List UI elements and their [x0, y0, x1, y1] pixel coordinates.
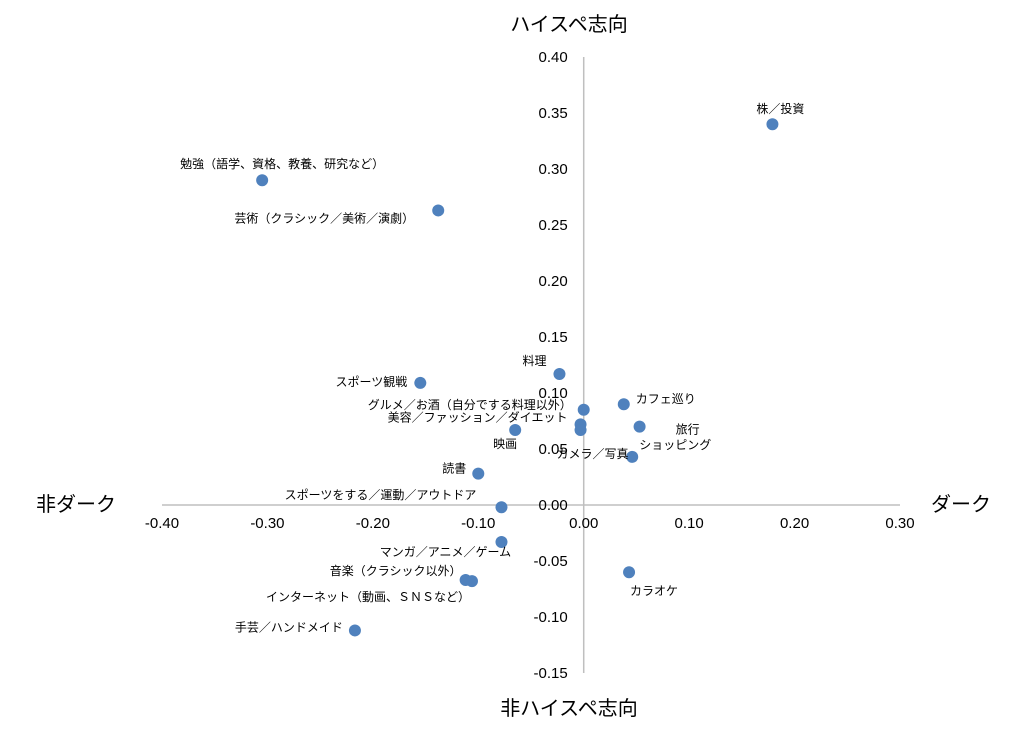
- data-point: [509, 423, 522, 436]
- data-point: [617, 398, 630, 411]
- y-tick-label: 0.30: [539, 161, 568, 178]
- x-tick-label: 0.10: [675, 515, 704, 532]
- data-label: カフェ巡り: [636, 392, 696, 406]
- x-tick-label: -0.40: [145, 515, 179, 532]
- data-label: スポーツをする／運動／アウトドア: [285, 488, 477, 502]
- data-point: [553, 367, 566, 380]
- y-tick-label: 0.25: [539, 217, 568, 234]
- data-point: [256, 174, 269, 187]
- data-point: [623, 566, 636, 579]
- data-points: [256, 118, 779, 637]
- y-tick-label: 0.15: [539, 329, 568, 346]
- data-label: インターネット（動画、ＳＮＳなど）: [266, 590, 470, 604]
- data-point: [577, 403, 590, 416]
- axis-title-left: 非ダーク: [36, 492, 116, 516]
- x-tick-label: -0.30: [250, 515, 284, 532]
- y-tick-label: -0.15: [534, 665, 568, 682]
- data-label: マンガ／アニメ／ゲーム: [380, 545, 511, 559]
- x-tick-label: 0.00: [569, 515, 598, 532]
- data-label: カメラ／写真: [557, 447, 629, 461]
- y-tick-label: -0.05: [534, 553, 568, 570]
- data-point: [766, 118, 779, 131]
- data-point: [626, 450, 639, 463]
- data-point: [495, 535, 508, 548]
- y-tick-labels: 0.40 0.35 0.30 0.25 0.20 0.15 0.10 0.05 0.00 -0.0…: [534, 49, 568, 682]
- y-tick-label: 0.20: [539, 273, 568, 290]
- data-point: [432, 204, 445, 217]
- data-label: 美容／ファッション／ダイエット: [388, 409, 568, 424]
- y-tick-label: 0.00: [539, 497, 568, 514]
- data-label: 勉強（語学、資格、教養、研究など）: [180, 156, 384, 171]
- y-tick-label: 0.10: [539, 385, 568, 402]
- data-label: 手芸／ハンドメイド: [235, 620, 343, 634]
- data-label: 芸術（クラシック／美術／演劇）: [234, 210, 414, 225]
- data-point: [633, 420, 646, 433]
- data-point: [414, 376, 427, 389]
- data-label: 音楽（クラシック以外）: [330, 563, 462, 578]
- x-tick-label: -0.20: [356, 515, 390, 532]
- data-label: 株／投資: [756, 101, 804, 116]
- data-label: カラオケ: [630, 584, 678, 598]
- data-point: [465, 575, 478, 588]
- x-tick-label: 0.20: [780, 515, 809, 532]
- data-point: [348, 624, 361, 637]
- data-point: [495, 501, 508, 514]
- data-point: [472, 467, 485, 480]
- x-tick-label: 0.30: [885, 515, 914, 532]
- data-label: グルメ／お酒（自分でする料理以外）: [368, 398, 572, 412]
- data-point: [574, 423, 587, 436]
- axis-title-top: ハイスペ志向: [510, 12, 628, 36]
- y-tick-label: 0.05: [539, 441, 568, 458]
- data-label: スポーツ観戦: [336, 375, 408, 389]
- data-label: 料理: [522, 354, 546, 368]
- y-tick-label: -0.10: [534, 609, 568, 626]
- y-tick-label: 0.35: [539, 105, 568, 122]
- data-label: 旅行: [676, 423, 700, 437]
- x-tick-labels: -0.40 -0.30 -0.20 -0.10 0.00 0.10 0.20 0.30: [145, 515, 915, 532]
- axes: [162, 57, 900, 673]
- data-label: 映画: [493, 437, 517, 451]
- axis-title-bottom: 非ハイスペ志向: [500, 696, 638, 720]
- y-tick-label: 0.40: [539, 49, 568, 66]
- data-label: ショッピング: [639, 438, 711, 452]
- x-tick-label: -0.10: [461, 515, 495, 532]
- axis-title-right: ダーク: [931, 492, 991, 516]
- data-label: 読書: [442, 461, 466, 476]
